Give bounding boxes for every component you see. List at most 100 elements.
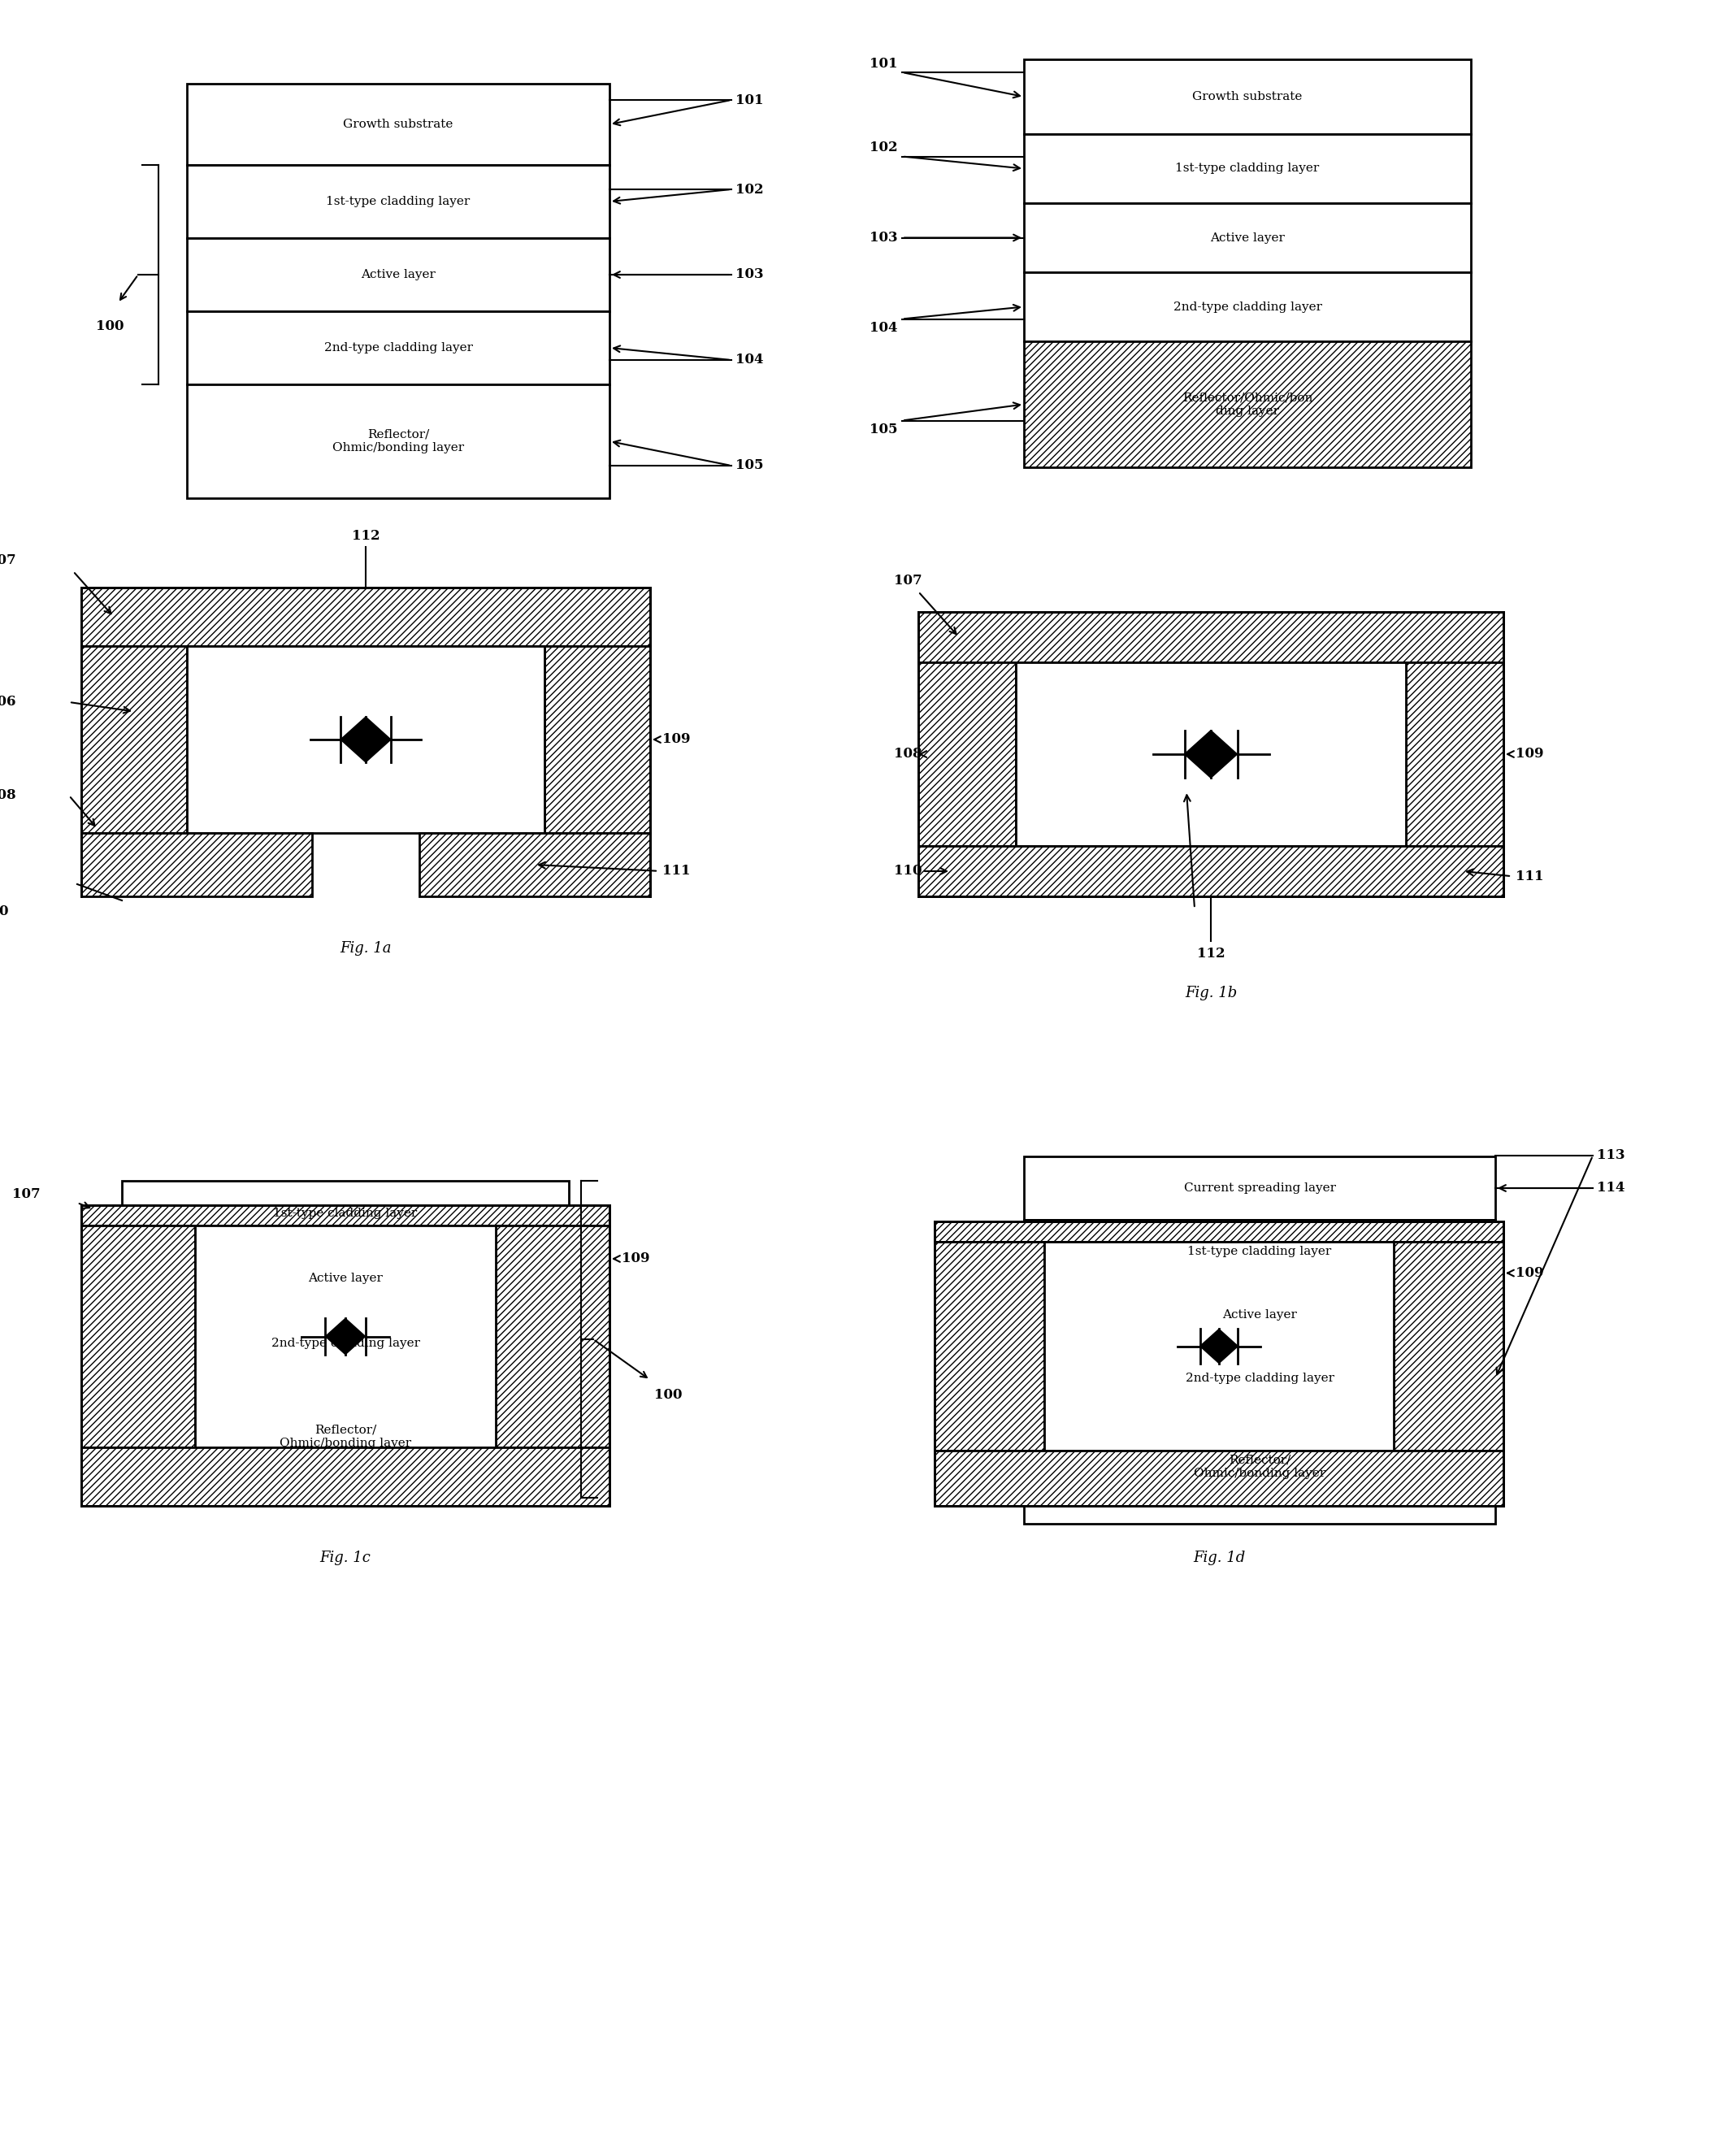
Polygon shape bbox=[345, 1319, 366, 1354]
Text: 108: 108 bbox=[0, 789, 17, 802]
Text: Reflector/
Ohmic/bonding layer: Reflector/ Ohmic/bonding layer bbox=[280, 1425, 412, 1449]
Text: 102: 102 bbox=[870, 140, 897, 155]
Text: 110: 110 bbox=[0, 906, 9, 918]
Text: 108: 108 bbox=[894, 748, 923, 761]
Bar bbox=[186, 647, 545, 832]
Polygon shape bbox=[1219, 1328, 1237, 1363]
Bar bbox=[935, 1242, 1044, 1451]
Text: 109: 109 bbox=[622, 1253, 649, 1266]
Bar bbox=[1024, 134, 1471, 203]
Text: 1st-type cladding layer: 1st-type cladding layer bbox=[326, 196, 470, 207]
Text: 107: 107 bbox=[0, 554, 17, 567]
Bar bbox=[419, 832, 649, 897]
Text: 2nd-type cladding layer: 2nd-type cladding layer bbox=[323, 343, 473, 354]
Bar bbox=[121, 1311, 569, 1376]
Text: 1st-type cladding layer: 1st-type cladding layer bbox=[273, 1207, 417, 1218]
Bar bbox=[918, 845, 1504, 897]
Text: 2nd-type cladding layer: 2nd-type cladding layer bbox=[1186, 1373, 1335, 1384]
Bar bbox=[545, 647, 649, 832]
Bar bbox=[82, 1447, 610, 1505]
Text: 2nd-type cladding layer: 2nd-type cladding layer bbox=[1172, 302, 1321, 313]
Text: 104: 104 bbox=[870, 321, 897, 334]
Polygon shape bbox=[340, 716, 366, 763]
Text: Fig. 1b: Fig. 1b bbox=[1184, 985, 1237, 1000]
Text: 113: 113 bbox=[1596, 1149, 1625, 1162]
Bar bbox=[1024, 1283, 1495, 1348]
Text: Fig. 1a: Fig. 1a bbox=[340, 940, 391, 955]
Text: Active layer: Active layer bbox=[308, 1272, 383, 1285]
Text: 104: 104 bbox=[735, 354, 764, 367]
Bar bbox=[186, 237, 610, 310]
Polygon shape bbox=[325, 1319, 345, 1354]
Bar bbox=[1024, 341, 1471, 468]
Text: Reflector/
Ohmic/bonding layer: Reflector/ Ohmic/bonding layer bbox=[1193, 1455, 1326, 1479]
Text: 112: 112 bbox=[352, 528, 379, 543]
Text: 107: 107 bbox=[894, 573, 923, 589]
Bar bbox=[1015, 662, 1407, 845]
Bar bbox=[1024, 1348, 1495, 1410]
Text: Current spreading layer: Current spreading layer bbox=[1184, 1181, 1336, 1194]
Polygon shape bbox=[1184, 731, 1212, 778]
Polygon shape bbox=[366, 716, 391, 763]
Text: Reflector/Ohmic/bon
ding layer: Reflector/Ohmic/bon ding layer bbox=[1183, 392, 1313, 416]
Text: 100: 100 bbox=[655, 1388, 682, 1401]
Bar bbox=[1024, 1156, 1495, 1220]
Text: 101: 101 bbox=[735, 93, 764, 108]
Text: 109: 109 bbox=[1516, 748, 1543, 761]
Bar bbox=[1395, 1242, 1504, 1451]
Text: 101: 101 bbox=[870, 56, 897, 71]
Bar bbox=[82, 1205, 610, 1225]
Bar bbox=[82, 1225, 195, 1447]
Text: Fig. 1d: Fig. 1d bbox=[1193, 1550, 1246, 1565]
Text: 107: 107 bbox=[12, 1188, 41, 1201]
Bar bbox=[918, 612, 1504, 662]
Text: Fig. 1c: Fig. 1c bbox=[320, 1550, 371, 1565]
Bar bbox=[186, 166, 610, 237]
Text: 1st-type cladding layer: 1st-type cladding layer bbox=[1188, 1246, 1331, 1257]
Bar bbox=[935, 1451, 1504, 1505]
Text: Growth substrate: Growth substrate bbox=[344, 119, 453, 129]
Text: 100: 100 bbox=[96, 319, 123, 334]
Bar bbox=[1024, 1410, 1495, 1524]
Text: 111: 111 bbox=[1516, 869, 1543, 884]
Polygon shape bbox=[1200, 1328, 1219, 1363]
Bar bbox=[195, 1225, 496, 1447]
Text: Active layer: Active layer bbox=[361, 270, 436, 280]
Text: 114: 114 bbox=[1596, 1181, 1625, 1194]
Bar bbox=[186, 310, 610, 384]
Bar bbox=[186, 84, 610, 166]
Text: 111: 111 bbox=[663, 865, 690, 877]
Text: 109: 109 bbox=[663, 733, 690, 746]
Bar bbox=[82, 589, 649, 647]
Bar bbox=[121, 1181, 569, 1246]
Bar bbox=[186, 384, 610, 498]
Text: 106: 106 bbox=[0, 694, 17, 709]
Text: 112: 112 bbox=[1196, 946, 1225, 962]
Text: 109: 109 bbox=[1516, 1266, 1543, 1281]
Bar bbox=[935, 1222, 1504, 1242]
Bar bbox=[82, 647, 186, 832]
Bar bbox=[1024, 203, 1471, 272]
Bar bbox=[82, 832, 313, 897]
Polygon shape bbox=[1212, 731, 1237, 778]
Bar bbox=[1024, 272, 1471, 341]
Text: Growth substrate: Growth substrate bbox=[1193, 91, 1302, 101]
Text: Active layer: Active layer bbox=[1210, 233, 1285, 244]
Text: 105: 105 bbox=[735, 459, 764, 472]
Bar bbox=[1407, 662, 1504, 845]
Text: 2nd-type cladding layer: 2nd-type cladding layer bbox=[272, 1337, 420, 1350]
Bar bbox=[121, 1376, 569, 1498]
Text: Reflector/
Ohmic/bonding layer: Reflector/ Ohmic/bonding layer bbox=[332, 429, 465, 453]
Bar bbox=[1024, 60, 1471, 134]
Bar bbox=[121, 1246, 569, 1311]
Text: 105: 105 bbox=[870, 423, 897, 436]
Bar bbox=[1024, 1220, 1495, 1283]
Text: Active layer: Active layer bbox=[1222, 1309, 1297, 1322]
Text: 103: 103 bbox=[735, 267, 764, 282]
Text: 110: 110 bbox=[894, 865, 921, 877]
Text: 1st-type cladding layer: 1st-type cladding layer bbox=[1176, 164, 1319, 175]
Text: 103: 103 bbox=[870, 231, 897, 244]
Text: 102: 102 bbox=[735, 183, 764, 196]
Bar bbox=[496, 1225, 610, 1447]
Bar bbox=[1044, 1242, 1395, 1451]
